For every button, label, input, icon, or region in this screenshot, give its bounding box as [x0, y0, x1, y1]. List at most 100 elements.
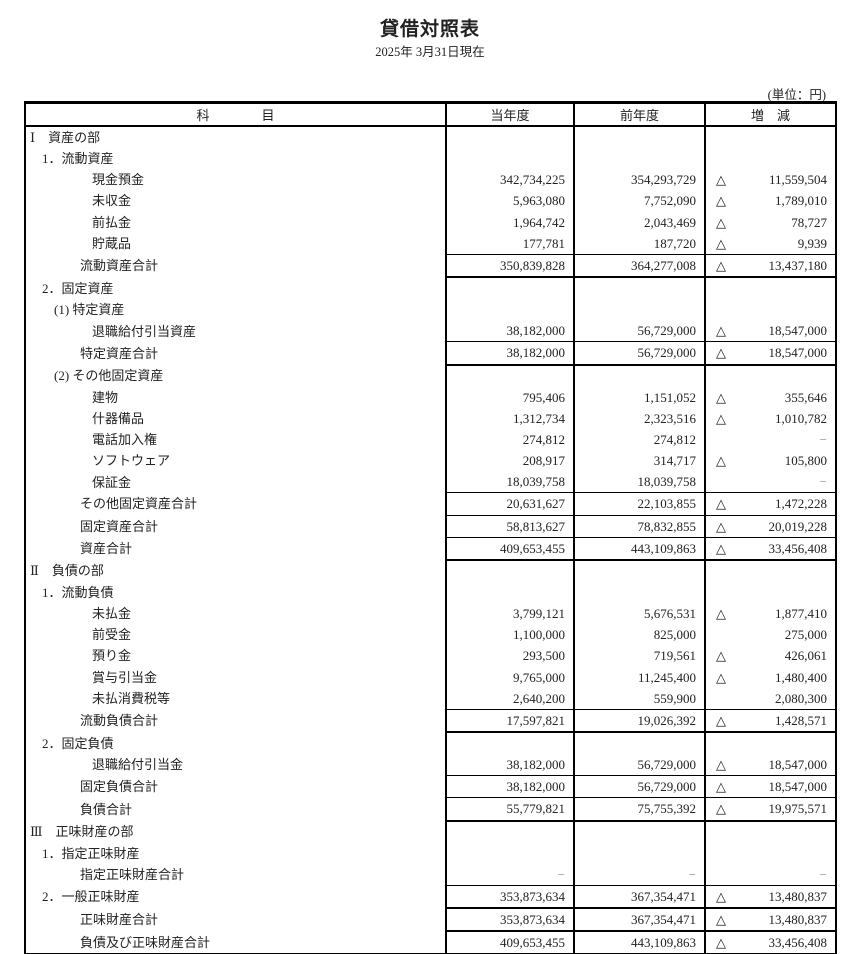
account-label: 什器備品 — [24, 407, 446, 429]
decrease-triangle-icon: △ — [716, 801, 726, 817]
table-row: 前受金 1,100,000 825,000 275,000 — [24, 624, 837, 646]
change-value: 275,000 — [784, 627, 827, 643]
change-value: 13,437,180 — [768, 257, 828, 273]
header-account: 科 目 — [24, 101, 447, 127]
previous-year-value: 75,755,392 — [573, 797, 705, 822]
account-label: Ⅱ 負債の部 — [24, 559, 446, 582]
change-cell — [704, 559, 837, 582]
decrease-triangle-icon: △ — [716, 779, 726, 795]
table-row: 退職給付引当資産 38,182,000 56,729,000 △ 18,547,000 — [24, 320, 837, 343]
change-cell: △ 13,480,837 — [704, 885, 837, 910]
table-row: 2．固定負債 — [24, 731, 837, 755]
table-row: Ⅰ 資産の部 — [24, 126, 837, 149]
change-value: 19,975,571 — [768, 801, 828, 817]
previous-year-value: 56,729,000 — [573, 754, 705, 777]
account-label: 1．流動負債 — [24, 581, 446, 604]
previous-year-value: 1,151,052 — [573, 386, 705, 408]
change-cell: △ 18,547,000 — [704, 341, 837, 366]
change-cell: △ 18,547,000 — [704, 754, 837, 777]
account-label: 2．一般正味財産 — [24, 885, 446, 909]
current-year-value: 342,734,225 — [445, 169, 574, 191]
change-cell: △ 9,939 — [704, 232, 837, 255]
change-value: 2,080,300 — [775, 690, 827, 706]
previous-year-value: 11,245,400 — [573, 666, 705, 688]
balance-sheet-table: 科 目 当年度 前年度 増 減 Ⅰ 資産の部 1．流動資産 現金預金 342,734,… — [24, 101, 837, 954]
current-year-value — [445, 364, 574, 387]
current-year-value: 795,406 — [445, 386, 574, 408]
previous-year-value — [573, 276, 705, 300]
account-label: 負債及び正味財産合計 — [24, 931, 446, 954]
account-label: 未払金 — [24, 603, 446, 625]
change-cell: △ 13,480,837 — [704, 908, 837, 933]
decrease-triangle-icon: △ — [716, 712, 726, 728]
table-row: Ⅲ 正味財産の部 — [24, 820, 837, 843]
previous-year-value — [573, 126, 705, 149]
table-row: 負債及び正味財産合計 409,653,455 443,109,863 △ 33,456,… — [24, 931, 837, 954]
previous-year-value: 443,109,863 — [573, 537, 705, 561]
table-row: 流動資産合計 350,839,828 364,277,008 △ 13,437,180 — [24, 254, 837, 278]
table-row: 未収金 5,963,080 7,752,090 △ 1,789,010 — [24, 190, 837, 212]
account-label: 建物 — [24, 386, 446, 408]
header-change: 増 減 — [704, 101, 837, 127]
current-year-value: 1,312,734 — [445, 407, 574, 429]
change-cell: △ 1,877,410 — [704, 603, 837, 625]
account-label: 現金預金 — [24, 169, 446, 191]
change-value: 18,547,000 — [768, 345, 828, 361]
previous-year-value: 7,752,090 — [573, 190, 705, 212]
table-row: 現金預金 342,734,225 354,293,729 △ 11,559,504 — [24, 169, 837, 191]
current-year-value — [445, 559, 574, 582]
change-cell — [704, 276, 837, 300]
table-row: 固定負債合計 38,182,000 56,729,000 △ 18,547,000 — [24, 775, 837, 799]
change-value: − — [819, 866, 827, 882]
table-row: 正味財産合計 353,873,634 367,354,471 △ 13,480,837 — [24, 908, 837, 933]
table-row: 電話加入権 274,812 274,812− — [24, 428, 837, 451]
change-value: 9,939 — [797, 235, 827, 251]
account-label: 2．固定負債 — [24, 731, 446, 755]
account-label: 正味財産合計 — [24, 908, 446, 932]
table-row: 特定資産合計 38,182,000 56,729,000 △ 18,547,000 — [24, 341, 837, 366]
table-row: 保証金 18,039,758 18,039,758− — [24, 471, 837, 494]
change-value: 13,480,837 — [768, 912, 828, 928]
account-label: 前払金 — [24, 211, 446, 233]
account-label: 1．流動資産 — [24, 148, 446, 170]
previous-year-value: 443,109,863 — [573, 931, 705, 954]
previous-year-value: 56,729,000 — [573, 320, 705, 343]
previous-year-value: 367,354,471 — [573, 908, 705, 933]
current-year-value: 409,653,455 — [445, 537, 574, 561]
previous-year-value: − — [573, 863, 705, 886]
previous-year-value: 56,729,000 — [573, 341, 705, 366]
decrease-triangle-icon: △ — [716, 757, 726, 773]
header-previous-year: 前年度 — [573, 101, 706, 127]
change-cell: △ 1,010,782 — [704, 407, 837, 429]
document-title: 貸借対照表 — [379, 19, 480, 40]
change-cell — [704, 299, 837, 321]
decrease-triangle-icon: △ — [716, 496, 726, 512]
change-cell — [704, 820, 837, 843]
account-label: (2) その他固定資産 — [24, 364, 446, 387]
table-row: その他固定資産合計 20,631,627 22,103,855 △ 1,472,228 — [24, 492, 837, 516]
table-row: 資産合計 409,653,455 443,109,863 △ 33,456,408 — [24, 537, 837, 561]
decrease-triangle-icon: △ — [716, 648, 726, 664]
previous-year-value: 187,720 — [573, 232, 705, 255]
table-row: 建物 795,406 1,151,052 △ 355,646 — [24, 386, 837, 408]
account-label: Ⅰ 資産の部 — [24, 126, 446, 149]
current-year-value: 3,799,121 — [445, 603, 574, 625]
account-label: 流動資産合計 — [24, 254, 446, 277]
previous-year-value: 22,103,855 — [573, 492, 705, 516]
current-year-value: 38,182,000 — [445, 775, 574, 799]
change-cell: △ 18,547,000 — [704, 320, 837, 343]
current-year-value: 274,812 — [445, 428, 574, 451]
report-date: 2025年 3月31日現在 — [375, 45, 485, 59]
change-value: 105,800 — [784, 453, 827, 469]
change-cell — [704, 581, 837, 604]
current-year-value: 177,781 — [445, 232, 574, 255]
decrease-triangle-icon: △ — [716, 323, 726, 339]
current-year-value — [445, 842, 574, 864]
account-label: 固定資産合計 — [24, 515, 446, 538]
table-row: 2．固定資産 — [24, 276, 837, 300]
previous-year-value: 367,354,471 — [573, 885, 705, 910]
change-cell: △ 33,456,408 — [704, 931, 837, 954]
account-label: 預り金 — [24, 645, 446, 667]
change-cell: △ 33,456,408 — [704, 537, 837, 561]
current-year-value: 9,765,000 — [445, 666, 574, 688]
